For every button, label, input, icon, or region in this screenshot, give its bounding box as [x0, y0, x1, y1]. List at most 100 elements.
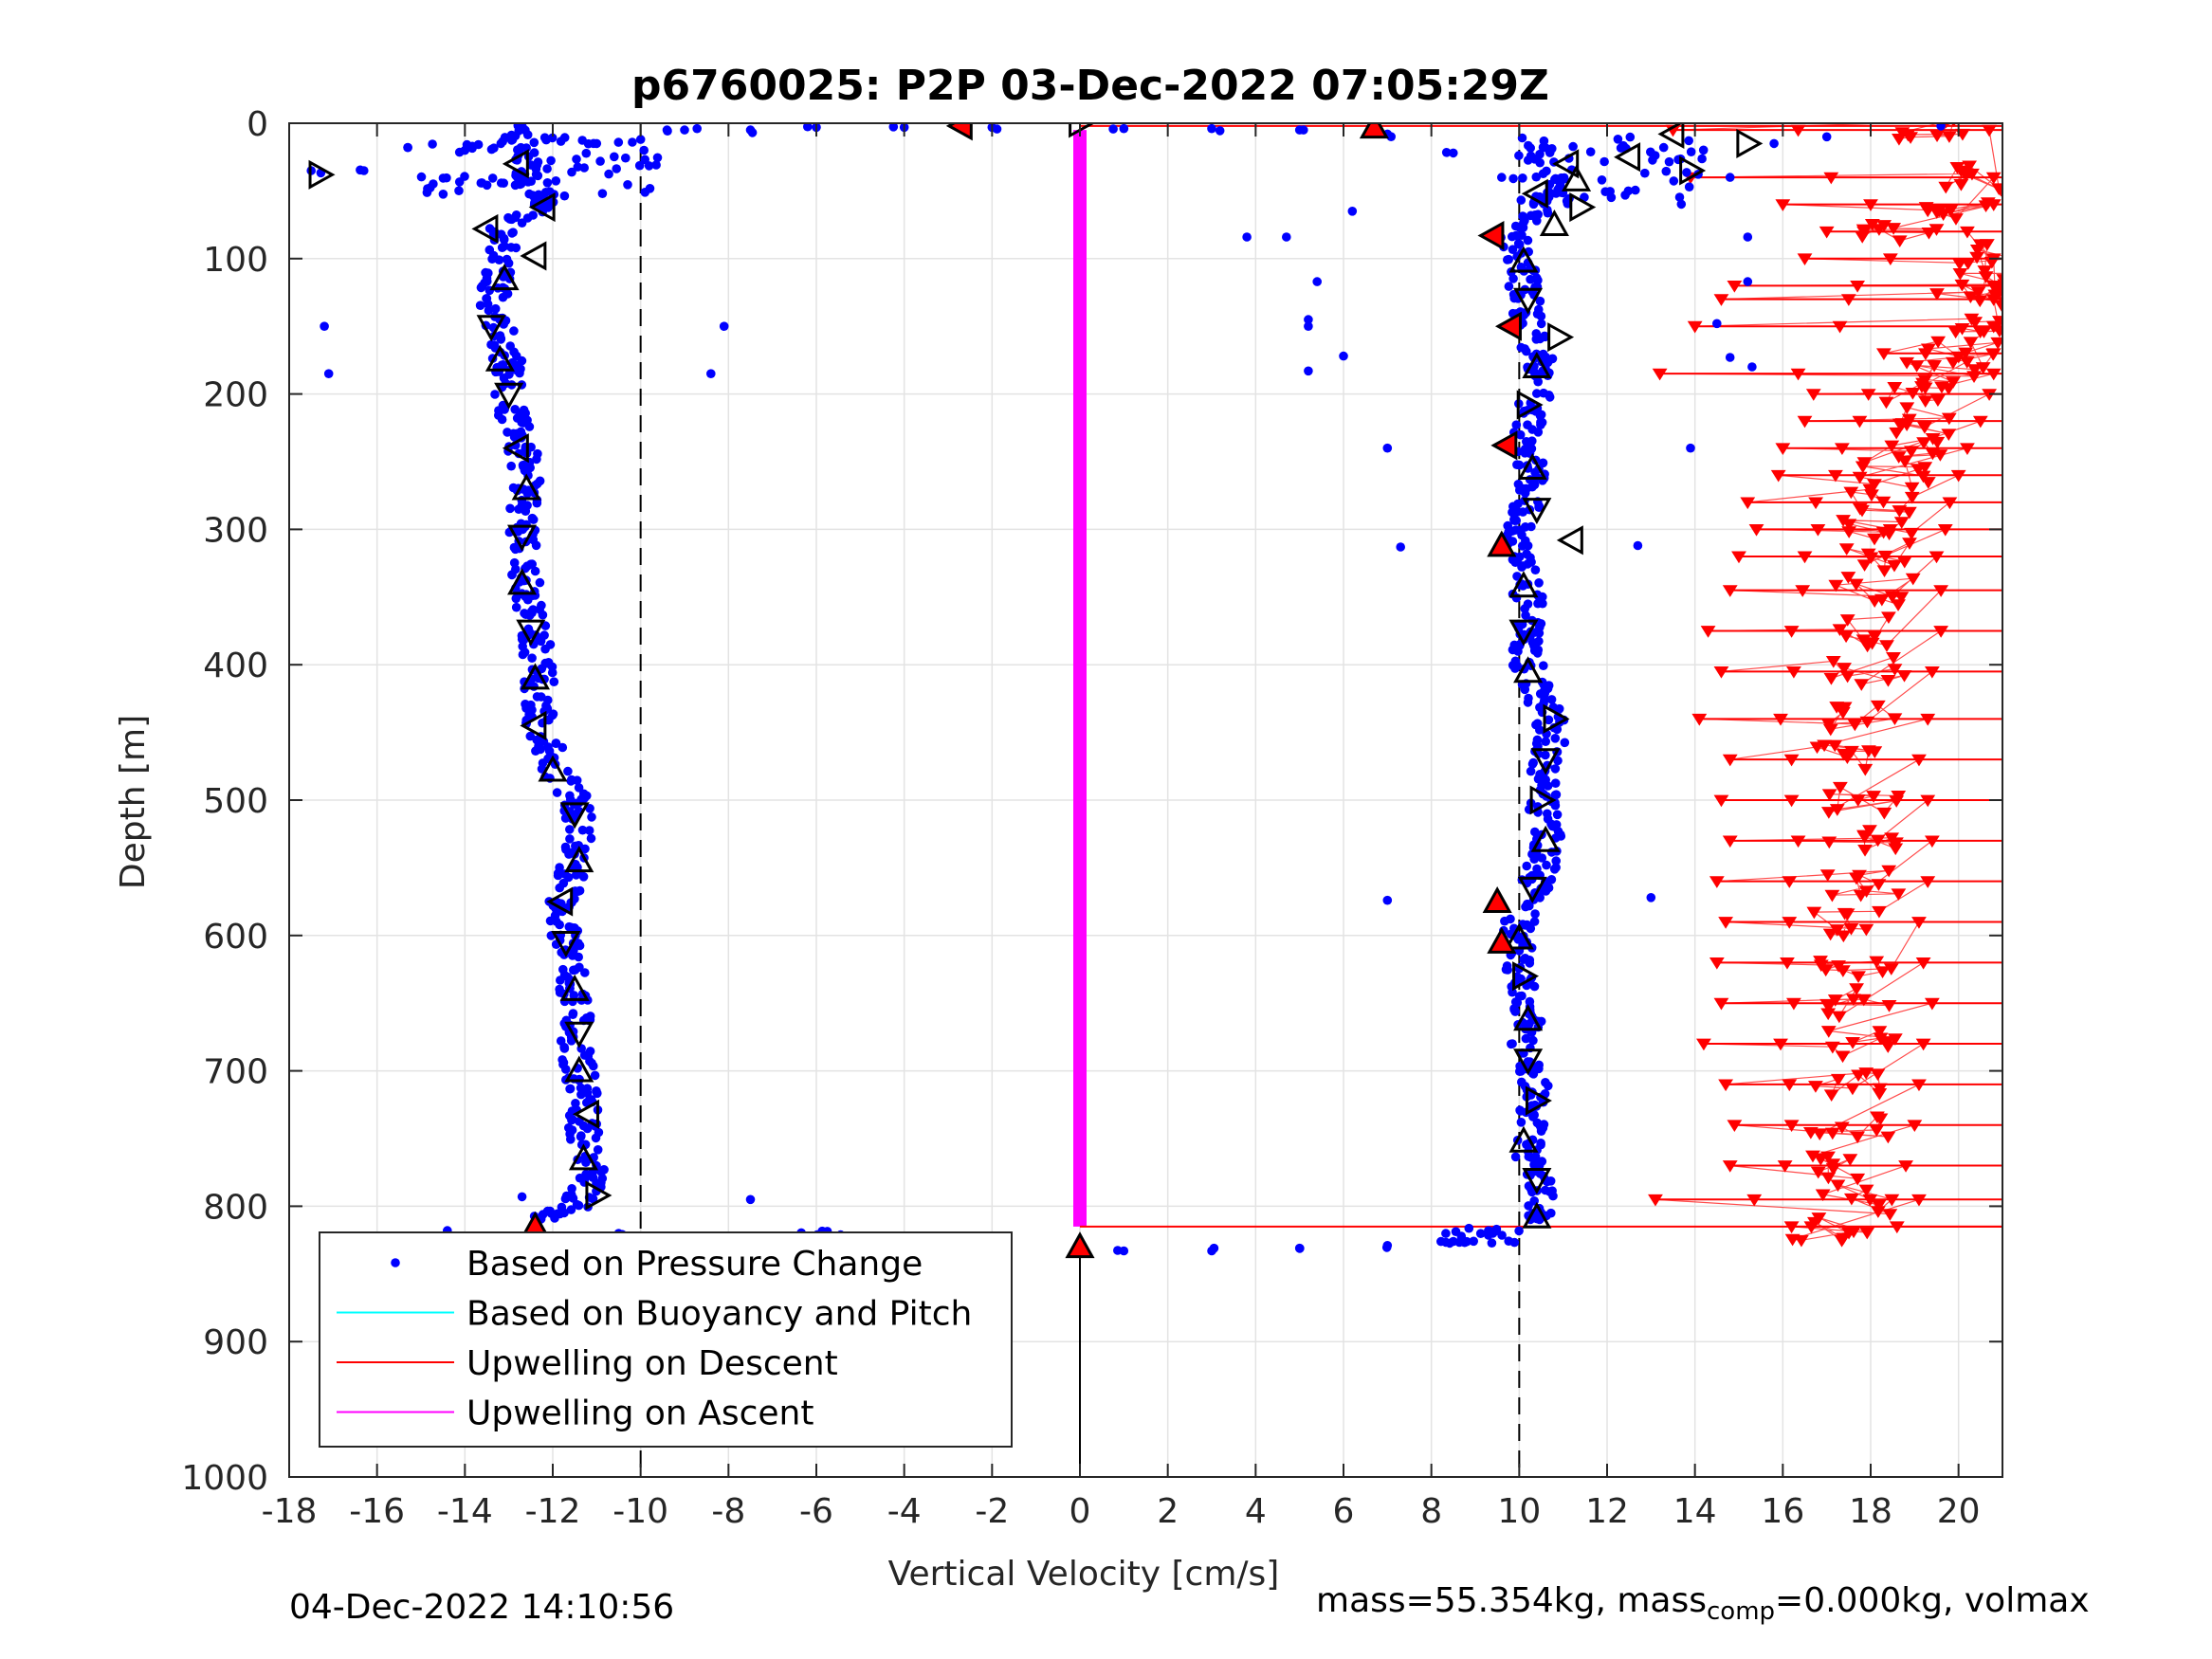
- pressure-change-point: [549, 677, 559, 686]
- upwelling-descent-marker: [1820, 1000, 1837, 1013]
- pressure-change-point: [566, 1135, 576, 1144]
- pressure-change-point: [536, 744, 545, 755]
- legend-box: [319, 1231, 1013, 1448]
- upwelling-descent-marker: [1941, 412, 1957, 426]
- upwelling-descent-marker: [1783, 1221, 1800, 1234]
- upwelling-descent-marker: [1917, 462, 1933, 474]
- pressure-change-point: [1522, 346, 1531, 356]
- footer-mass-prefix: mass=55.354kg, mass: [1316, 1581, 1707, 1620]
- upwelling-descent-marker: [1845, 994, 1861, 1007]
- pressure-change-point: [1648, 155, 1657, 165]
- upwelling-descent-marker: [1823, 172, 1839, 185]
- upwelling-descent-marker: [1920, 794, 1936, 808]
- x-tick-label: 12: [1585, 1492, 1629, 1531]
- flagged-marker: [1487, 926, 1517, 954]
- upwelling-descent-marker: [1844, 1083, 1860, 1096]
- pressure-change-point: [621, 153, 631, 163]
- pressure-change-point: [1547, 144, 1557, 154]
- upwelling-descent-marker: [1929, 288, 1945, 301]
- pressure-change-point: [1441, 148, 1452, 157]
- upwelling-descent-marker: [1748, 524, 1764, 537]
- pressure-change-point: [1539, 661, 1548, 670]
- pressure-change-point: [1550, 790, 1561, 800]
- pressure-change-point: [1552, 810, 1563, 820]
- pressure-change-point: [573, 162, 583, 172]
- upwelling-descent-marker: [1879, 640, 1894, 652]
- pressure-change-point: [510, 544, 521, 555]
- upwelling-descent-marker: [1773, 713, 1788, 726]
- pressure-change-point: [1535, 410, 1545, 421]
- upwelling-descent-marker: [1952, 267, 1968, 281]
- upwelling-descent-marker: [1808, 1081, 1823, 1093]
- upwelling-descent-marker: [1905, 388, 1921, 400]
- upwelling-descent-marker: [1815, 1189, 1831, 1202]
- pressure-change-point: [803, 123, 813, 132]
- pressure-change-point: [535, 577, 545, 588]
- legend-swatch: [391, 1258, 400, 1267]
- pressure-change-point: [1633, 540, 1643, 551]
- upwelling-descent-marker: [1802, 1126, 1819, 1139]
- pressure-change-point: [1625, 132, 1636, 142]
- upwelling-descent-marker: [1832, 781, 1848, 794]
- upwelling-descent-marker: [1915, 957, 1931, 970]
- pressure-change-point: [1533, 645, 1544, 655]
- upwelling-descent-marker: [1929, 551, 1945, 564]
- upwelling-descent-marker: [1892, 235, 1908, 248]
- pressure-change-point: [571, 1099, 580, 1108]
- pressure-change-point: [628, 137, 637, 147]
- descent-marker: [564, 1021, 594, 1048]
- pressure-change-point: [1503, 255, 1512, 264]
- pressure-change-point: [1542, 860, 1551, 870]
- pressure-change-point: [526, 607, 537, 616]
- upwelling-descent-marker: [1839, 670, 1856, 684]
- upwelling-descent-marker: [1783, 754, 1800, 767]
- upwelling-descent-series: [1648, 123, 2002, 1248]
- ascent-marker: [1522, 498, 1552, 525]
- pressure-change-point: [1497, 1231, 1507, 1240]
- x-tick-label: -10: [612, 1492, 668, 1531]
- pressure-change-point: [320, 321, 329, 332]
- pressure-change-point: [1207, 123, 1216, 134]
- ascent-marker: [1508, 1125, 1539, 1153]
- ascent-marker: [1562, 164, 1592, 191]
- pressure-change-point: [583, 138, 594, 149]
- upwelling-descent-marker: [1873, 1113, 1889, 1126]
- upwelling-descent-marker: [1897, 455, 1913, 468]
- pressure-change-point: [528, 515, 539, 524]
- ascent-marker: [1530, 748, 1561, 775]
- pressure-change-point: [593, 1145, 603, 1155]
- pressure-change-point: [540, 188, 551, 197]
- upwelling-descent-marker: [1837, 907, 1853, 921]
- pressure-change-point: [1381, 1243, 1392, 1252]
- upwelling-descent-marker: [1884, 1194, 1900, 1207]
- upwelling-descent-marker: [1773, 1038, 1788, 1051]
- upwelling-descent-marker: [1869, 956, 1885, 969]
- pressure-change-point: [1631, 185, 1640, 195]
- pressure-change-point: [1531, 172, 1542, 182]
- pressure-change-point: [1556, 831, 1566, 841]
- upwelling-descent-marker: [1718, 917, 1734, 929]
- pressure-change-point: [323, 369, 334, 379]
- pressure-change-point: [1530, 827, 1540, 837]
- upwelling-descent-marker: [1848, 578, 1864, 592]
- pressure-change-point: [581, 1158, 591, 1167]
- upwelling-descent-marker: [1727, 1120, 1743, 1132]
- pressure-change-point: [538, 1210, 548, 1219]
- descent-marker: [516, 619, 546, 647]
- upwelling-descent-marker: [1862, 483, 1878, 497]
- upwelling-descent-marker: [1880, 1131, 1896, 1144]
- descent-marker: [551, 931, 581, 958]
- pressure-change-point: [1698, 145, 1709, 155]
- pressure-change-point: [482, 294, 491, 303]
- pressure-change-point: [496, 178, 506, 188]
- pressure-change-point: [530, 566, 540, 576]
- upwelling-descent-marker: [1920, 477, 1936, 489]
- upwelling-descent-marker: [1901, 506, 1917, 520]
- pressure-change-point: [1520, 215, 1529, 226]
- pressure-change-point: [1725, 353, 1735, 362]
- pressure-change-point: [538, 610, 548, 620]
- upwelling-descent-marker: [1911, 754, 1927, 767]
- upwelling-descent-marker: [1959, 356, 1975, 369]
- upwelling-descent-marker: [1822, 928, 1838, 941]
- upwelling-descent-marker: [1850, 794, 1866, 807]
